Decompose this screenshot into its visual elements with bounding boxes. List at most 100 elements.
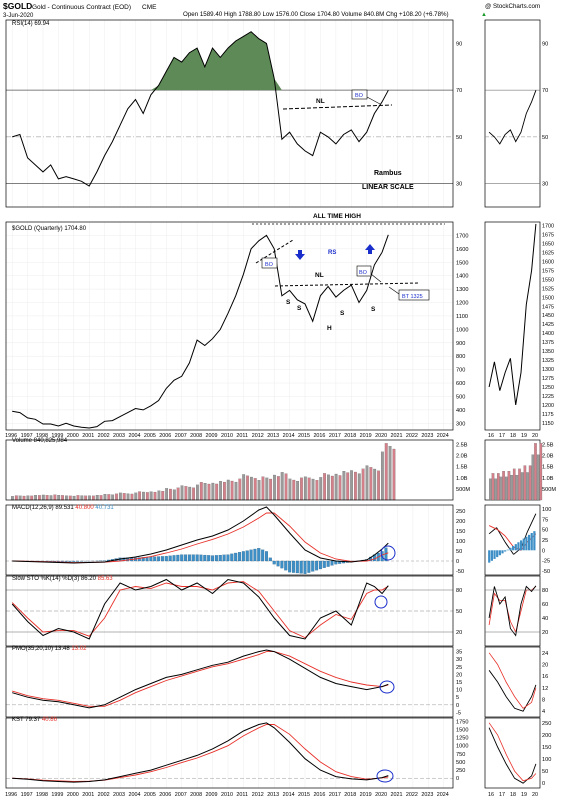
pmo-side-frame: [484, 646, 541, 718]
volume-side-bar-21-0: [499, 476, 503, 501]
volume-side-bar-24-3: [539, 443, 543, 501]
volume-bar-10-3: [176, 487, 180, 501]
volume-bar-13-3: [223, 481, 226, 501]
kst-tick-label-5: 500: [456, 760, 465, 766]
price-side-frame: [484, 221, 541, 431]
rsi-bo-box: [351, 89, 368, 100]
macd-side-sig-3: [504, 535, 514, 548]
kst-year-4: 2000: [67, 792, 79, 798]
volume-bar-5-3: [99, 495, 103, 501]
volume-tick-label-4: 500M: [456, 487, 470, 493]
volume-side-bar-21-3: [507, 471, 511, 501]
price-year-2: 1998: [36, 433, 48, 439]
shoulder-label-1: S: [286, 299, 291, 306]
volume-bar-18-3: [300, 477, 303, 501]
rs-text: RS: [328, 250, 336, 256]
macd-hist-bar-2012.25: [261, 549, 265, 562]
head-label: H: [327, 325, 332, 332]
kst-tick-label-2: 1250: [456, 736, 468, 742]
bt-text: BT 1325: [402, 294, 423, 300]
volume-side-bar-20-1: [491, 473, 495, 501]
kst-year-26: 2022: [406, 792, 418, 798]
price-tick-label-2: 1500: [456, 260, 468, 266]
kst-line: [12, 722, 389, 783]
pmo-tick-label-2: 25: [456, 665, 462, 671]
volume-bar-4-1: [76, 495, 80, 501]
volume-bar-22-3: [361, 468, 365, 501]
price-tick-label-8: 900: [456, 341, 465, 347]
price-year-8: 2004: [128, 433, 140, 439]
price-side-tick-10: 1450: [542, 313, 554, 319]
volume-bar-3-0: [57, 495, 61, 501]
rsi-side-tick-label-2: 50: [542, 135, 548, 141]
sto-side-frame: [484, 575, 541, 647]
macd-tick-label-2: 150: [456, 529, 465, 535]
pmo-tick-label-1: 30: [456, 657, 462, 663]
price-side-line: [488, 223, 537, 405]
sto-side-k: [488, 585, 537, 637]
volume-bar-2-0: [41, 494, 45, 501]
volume-side-bar-23-2: [526, 472, 529, 501]
pmo-circle: [379, 680, 395, 694]
volume-label: Volume 840,825,984: [12, 438, 68, 444]
macd-hist-bar-2014.25: [291, 560, 295, 573]
rambus-text: Rambus: [374, 170, 402, 177]
kst-year-15: 2011: [236, 792, 248, 798]
macd-side-tick-label-0: 100: [542, 507, 551, 513]
volume-side-bar-24-2: [536, 454, 540, 501]
rsi-nl-text: NL: [316, 98, 325, 105]
volume-bar-5-2: [95, 495, 99, 501]
macd-label-name: MACD(12,26,9): [12, 505, 54, 511]
sto-d-value: 85.63: [98, 576, 114, 582]
rsi-frame: [5, 19, 454, 208]
macd-hist-bar-1999.5: [64, 560, 68, 562]
pmo-side-tick-label-4: 8: [542, 698, 545, 704]
volume-side-tick-label-0: 2.5B: [542, 442, 554, 448]
volume-bar-19-3: [315, 480, 319, 501]
volume-bar-3-1: [61, 495, 64, 501]
price-year-13: 2009: [206, 433, 218, 439]
pmo-tick-label-6: 5: [456, 695, 459, 701]
pmo-signal-line: [12, 651, 389, 707]
macd-hist-bar-2015.75: [315, 560, 319, 571]
pmo-tick-label-7: 0: [456, 703, 459, 709]
volume-bar-23-2: [373, 468, 377, 501]
rsi-bo-text: BO: [355, 93, 364, 99]
macd-value: 89.531: [55, 505, 74, 511]
price-label: $GOLD (Quarterly) 1704.80: [12, 226, 87, 232]
macd-hist-bar-2015.25: [307, 560, 311, 573]
macd-hist-bar-2010: [226, 554, 230, 562]
macd-hist-bar-2005: [149, 556, 153, 562]
kst-year-18: 2014: [283, 792, 295, 798]
sto-label: Slow STO %K(14) %D(3) 86.20 85.63: [12, 576, 113, 582]
bo1-text: BO: [265, 262, 274, 268]
rsi-tick-label-2: 50: [456, 135, 462, 141]
kst-side-line: [488, 727, 537, 784]
volume-bar-1-1: [30, 495, 34, 501]
volume-bar-20-1: [323, 473, 326, 501]
chart-exchange: CME: [142, 4, 157, 11]
rsi-bo-pointer: [366, 96, 381, 105]
pmo-tick-label-3: 20: [456, 672, 462, 678]
price-side-tick-20: 1200: [542, 403, 554, 409]
macd-hist-bar-2013.25: [276, 560, 280, 567]
macd-hist-bar-2004.5: [141, 557, 145, 562]
volume-bar-12-0: [196, 484, 199, 501]
macd-side-seg-4: [513, 547, 522, 555]
kst-side-year-3: 19: [521, 792, 527, 798]
kst-side-tick-label-0: 250: [542, 721, 551, 727]
kst-side-year-2: 18: [510, 792, 516, 798]
price-side-tick-21: 1175: [542, 412, 554, 418]
sto-side-tick-label-0: 80: [542, 588, 548, 594]
volume-bar-7-1: [122, 493, 126, 501]
macd-hist-bar-2011.75: [253, 548, 257, 562]
kst-year-10: 2006: [159, 792, 171, 798]
volume-side-bar-20-0: [489, 478, 492, 501]
sto-frame: [5, 575, 454, 647]
pmo-tick-label-4: 15: [456, 680, 462, 686]
volume-bar-20-3: [330, 475, 334, 501]
price-side-year-4: 20: [532, 433, 538, 439]
price-tick-label-1: 1600: [456, 247, 468, 253]
macd-side-hist-2018.25: [512, 545, 515, 551]
